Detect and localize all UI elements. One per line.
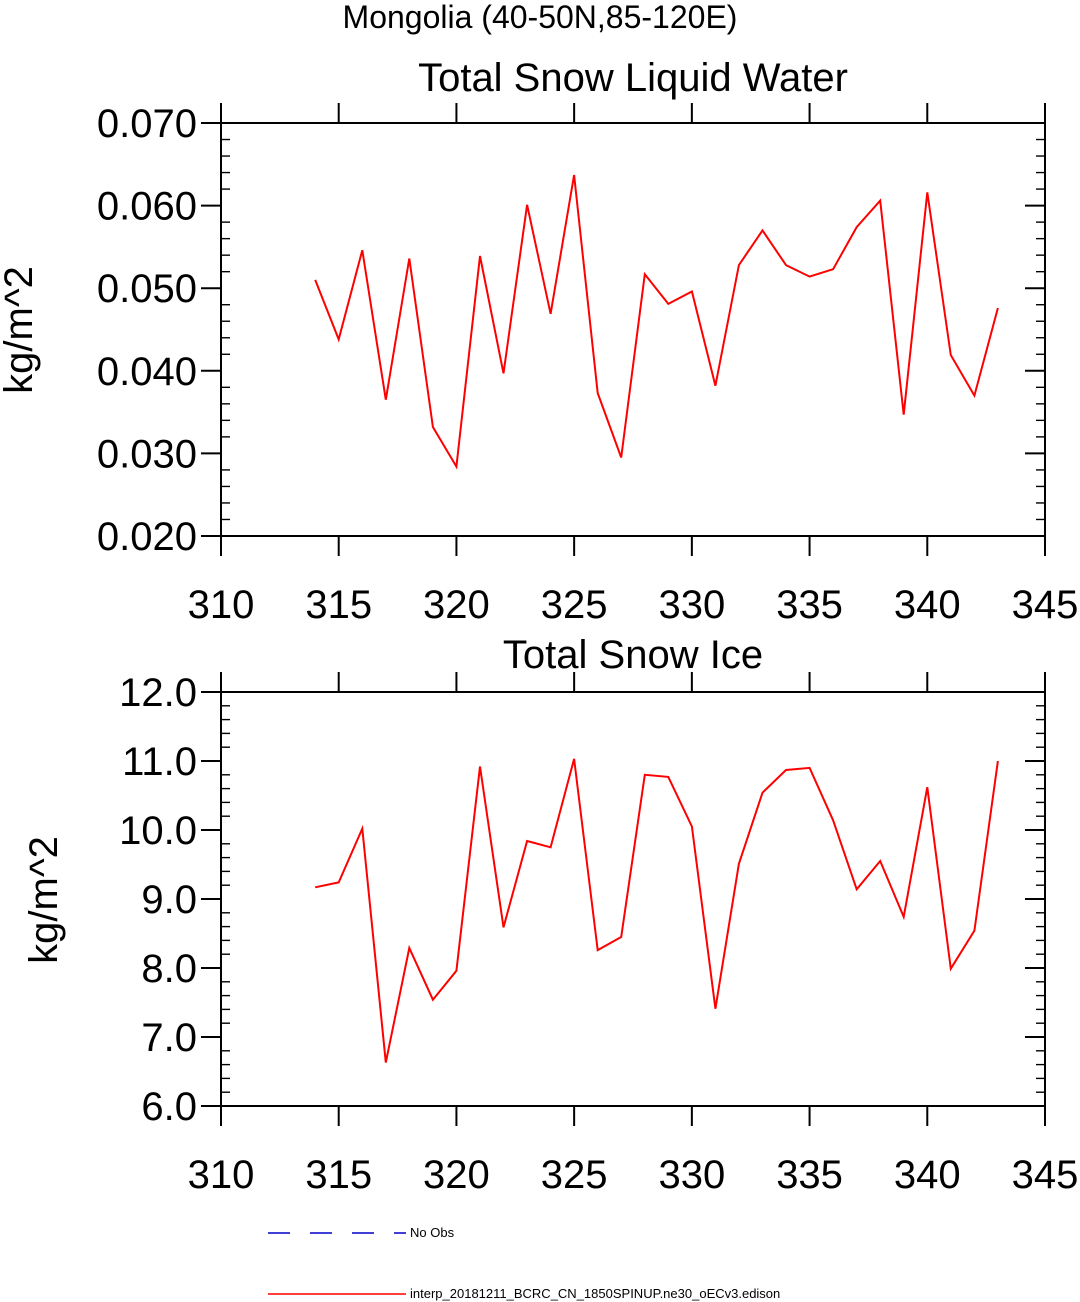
x-tick-label: 320	[423, 583, 490, 627]
y-tick-label: 8.0	[141, 947, 197, 991]
y-axis-label: kg/m^2	[22, 836, 66, 964]
y-tick-label: 9.0	[141, 878, 197, 922]
plot-frame	[220, 122, 1046, 537]
x-tick-label: 325	[541, 583, 608, 627]
panel-title: Total Snow Ice	[503, 633, 763, 677]
y-tick-label: 0.070	[97, 102, 197, 146]
x-tick-label: 315	[305, 1153, 372, 1197]
y-tick-label: 0.040	[97, 350, 197, 394]
y-tick-label: 0.020	[97, 515, 197, 559]
x-tick-label: 310	[188, 583, 255, 627]
x-tick-label: 335	[776, 1153, 843, 1197]
x-tick-label: 345	[1012, 1153, 1079, 1197]
series-line	[314, 174, 999, 470]
panel-total-snow-ice: Total Snow Ice kg/m^2 6.0 7.0 8.0 9.0 10.0 11…	[22, 633, 1078, 1197]
x-tick-label: 310	[188, 1153, 255, 1197]
legend-item-model-run: interp_20181211_BCRC_CN_1850SPINUP.ne30_…	[268, 1286, 780, 1301]
series-line	[314, 758, 999, 1063]
plot-frame	[220, 691, 1046, 1107]
y-tick-label: 11.0	[122, 740, 197, 784]
x-tick-label: 325	[541, 1153, 608, 1197]
panel-title: Total Snow Liquid Water	[418, 56, 848, 100]
y-tick-label: 0.060	[97, 185, 197, 229]
legend-item-no-obs: No Obs	[268, 1225, 455, 1240]
y-tick-label: 0.050	[97, 267, 197, 311]
x-tick-label: 320	[423, 1153, 490, 1197]
x-tick-label: 330	[658, 583, 725, 627]
legend: No Obs interp_20181211_BCRC_CN_1850SPINU…	[268, 1225, 780, 1301]
y-tick-label: 10.0	[119, 809, 197, 853]
panel-total-snow-liquid-water: Total Snow Liquid Water kg/m^2 0.020 0.03…	[0, 56, 1078, 627]
legend-label: interp_20181211_BCRC_CN_1850SPINUP.ne30_…	[410, 1286, 780, 1301]
y-tick-label: 7.0	[141, 1016, 197, 1060]
x-tick-label: 315	[305, 583, 372, 627]
x-tick-label: 335	[776, 583, 843, 627]
x-tick-label: 330	[658, 1153, 725, 1197]
x-tick-label: 345	[1012, 583, 1079, 627]
y-tick-label: 12.0	[119, 671, 197, 715]
y-tick-label: 0.030	[97, 432, 197, 476]
legend-label: No Obs	[410, 1225, 455, 1240]
x-tick-label: 340	[894, 583, 961, 627]
x-tick-label: 340	[894, 1153, 961, 1197]
y-axis-label: kg/m^2	[0, 266, 41, 394]
figure-title: Mongolia (40-50N,85-120E)	[343, 0, 738, 35]
y-tick-label: 6.0	[141, 1085, 197, 1129]
